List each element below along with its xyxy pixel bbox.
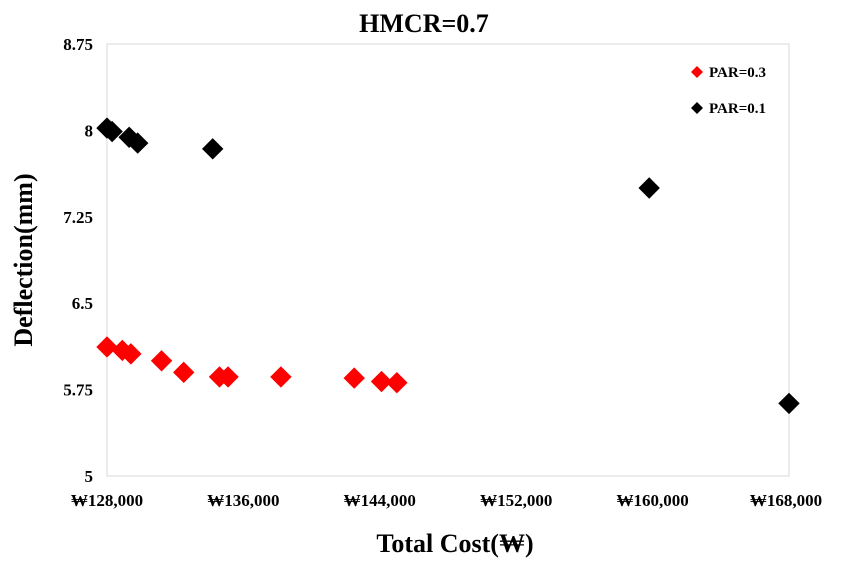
y-tick-label: 6.5 — [72, 294, 93, 313]
legend-marker — [691, 66, 703, 78]
data-markers — [96, 117, 800, 415]
data-point — [270, 366, 292, 388]
data-point — [96, 336, 118, 358]
y-tick-label: 5 — [85, 467, 94, 486]
data-point — [101, 120, 123, 143]
x-tick-label: ₩160,000 — [616, 491, 688, 510]
data-point — [778, 392, 800, 415]
y-axis-label: Deflection(mm) — [9, 173, 38, 346]
data-point — [173, 361, 195, 384]
chart-title: HMCR=0.7 — [359, 9, 489, 38]
y-tick-label: 8.75 — [63, 35, 93, 54]
data-point — [638, 177, 660, 199]
x-tick-label: ₩152,000 — [480, 491, 552, 510]
legend-marker — [691, 102, 703, 114]
x-tick-label: ₩136,000 — [207, 491, 279, 510]
data-point — [386, 371, 408, 394]
x-tick-label: ₩144,000 — [344, 491, 416, 510]
data-point — [120, 343, 142, 365]
legend-label: PAR=0.3 — [709, 65, 766, 81]
y-axis-ticks: 5 5.75 6.5 7.25 8 8.75 — [63, 35, 93, 486]
x-tick-label: ₩128,000 — [71, 491, 143, 510]
data-point — [150, 350, 173, 372]
data-point — [126, 132, 149, 154]
data-point — [217, 366, 239, 388]
data-point — [343, 367, 365, 389]
y-tick-label: 8 — [85, 121, 94, 140]
x-tick-label: ₩168,000 — [750, 491, 822, 510]
data-point — [202, 138, 224, 160]
legend-label: PAR=0.1 — [709, 101, 766, 117]
x-axis-ticks: ₩128,000 ₩136,000 ₩144,000 ₩152,000 ₩160,000… — [71, 491, 822, 510]
x-axis-label: Total Cost(₩) — [376, 529, 533, 558]
legend: PAR=0.3 PAR=0.1 — [691, 65, 766, 117]
y-tick-label: 7.25 — [63, 208, 93, 227]
data-point — [370, 370, 393, 393]
y-tick-label: 5.75 — [63, 381, 93, 400]
plot-area-border — [106, 43, 790, 477]
